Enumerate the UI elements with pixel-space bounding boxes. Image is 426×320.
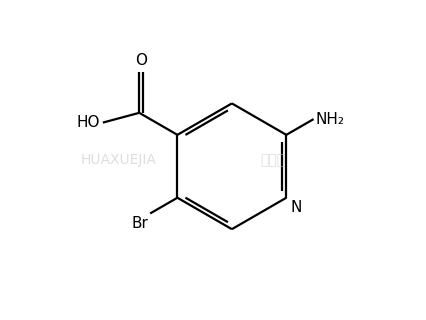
Text: HO: HO: [77, 115, 100, 130]
Text: HUAXUEJIA: HUAXUEJIA: [81, 153, 157, 167]
Text: Br: Br: [131, 216, 148, 231]
Text: O: O: [135, 53, 147, 68]
Text: NH₂: NH₂: [315, 112, 345, 127]
Text: N: N: [291, 200, 302, 215]
Text: 化学加: 化学加: [260, 153, 285, 167]
